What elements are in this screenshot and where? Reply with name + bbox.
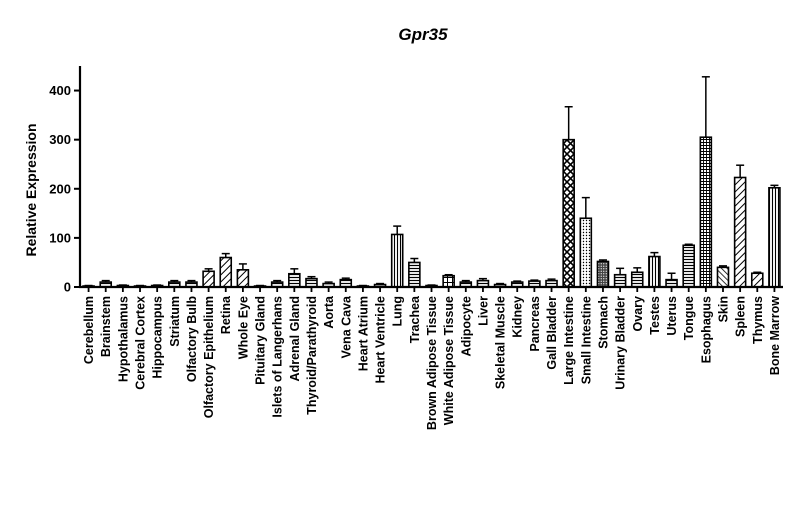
- chart-title: Gpr35: [398, 25, 448, 44]
- bar: [390, 233, 404, 288]
- x-tick-label: Esophagus: [699, 296, 713, 363]
- x-tick-label: Heart Ventricle: [374, 296, 388, 384]
- x-axis: Cerebellum Brainstem Hypothalamus Cerebral …: [79, 285, 783, 430]
- bar: [613, 273, 627, 288]
- y-tick-label: 400: [49, 83, 71, 98]
- x-tick-label: Small Intestine: [579, 296, 593, 384]
- y-tick-label: 100: [49, 230, 71, 245]
- bar: [648, 255, 661, 288]
- bars-group: [82, 76, 781, 288]
- x-tick-label: Liver: [476, 296, 490, 326]
- x-tick-label: Testes: [648, 296, 662, 335]
- x-tick-label: Cerebellum: [82, 296, 96, 364]
- x-tick-label: Lung: [391, 296, 405, 327]
- x-tick-label: Gall Bladder: [545, 296, 559, 370]
- bar: [236, 269, 250, 288]
- bar: [665, 278, 678, 288]
- x-tick-label: Bone Marrow: [768, 296, 782, 375]
- x-tick-label: Stomach: [596, 296, 610, 349]
- x-tick-label: Thymus: [751, 296, 765, 344]
- x-tick-label: Aorta: [322, 295, 336, 329]
- x-tick-label: Olfactory Bulb: [185, 296, 199, 382]
- x-tick-label: Vena Cava: [339, 295, 353, 359]
- x-tick-label: Striatum: [168, 296, 182, 347]
- y-tick-label: 200: [49, 181, 71, 196]
- x-tick-label: Hippocampus: [151, 296, 165, 379]
- x-tick-label: Urinary Bladder: [614, 296, 628, 390]
- bar: [750, 272, 764, 288]
- x-tick-label: Brown Adipose Tissue: [425, 296, 439, 430]
- x-tick-label: Olfactory Epithelium: [202, 296, 216, 418]
- x-tick-label: Large Intestine: [562, 296, 576, 385]
- x-tick-label: Thyroid/Parathyroid: [305, 296, 319, 415]
- x-tick-label: White Adipose Tissue: [442, 296, 456, 425]
- x-tick-label: Hypothalamus: [116, 296, 130, 382]
- y-tick-label: 300: [49, 132, 71, 147]
- bar: [339, 278, 353, 288]
- y-axis: 0 100 200 300 400: [49, 66, 82, 295]
- y-tick-label: 0: [64, 280, 71, 295]
- bar: [596, 260, 610, 288]
- x-tick-label: Skin: [716, 296, 730, 322]
- bar: [219, 256, 233, 288]
- x-tick-label: Skeletal Muscle: [494, 296, 508, 389]
- bar: [562, 138, 575, 288]
- x-tick-label: Kidney: [511, 296, 525, 338]
- bar: [442, 274, 455, 288]
- bar: [682, 244, 695, 288]
- x-tick-label: Pancreas: [528, 296, 542, 352]
- x-tick-label: Trachea: [408, 295, 422, 343]
- x-tick-label: Heart Atrium: [356, 296, 370, 371]
- bar: [768, 186, 781, 288]
- x-tick-label: Pituitary Gland: [254, 296, 268, 385]
- bar: [733, 176, 747, 288]
- x-tick-label: Ovary: [631, 296, 645, 331]
- x-tick-label: Adipocyte: [459, 296, 473, 356]
- bar: [630, 271, 644, 288]
- bar: [716, 266, 730, 288]
- x-tick-label: Brainstem: [99, 296, 113, 357]
- x-tick-label: Islets of Langerhans: [271, 296, 285, 418]
- bar: [408, 261, 421, 288]
- x-tick-label: Adrenal Gland: [288, 296, 302, 381]
- x-tick-label: Uterus: [665, 296, 679, 336]
- x-tick-label: Tongue: [682, 296, 696, 340]
- x-tick-label: Spleen: [734, 296, 748, 337]
- bar: [288, 272, 301, 288]
- x-tick-label: Retina: [219, 295, 233, 334]
- bar: [202, 270, 215, 288]
- bar: [305, 277, 318, 288]
- bar: [699, 136, 713, 288]
- x-tick-label: Cerebral Cortex: [134, 296, 148, 390]
- x-tick-label: Whole Eye: [236, 296, 250, 359]
- y-axis-label: Relative Expression: [23, 123, 39, 256]
- bar: [579, 217, 593, 288]
